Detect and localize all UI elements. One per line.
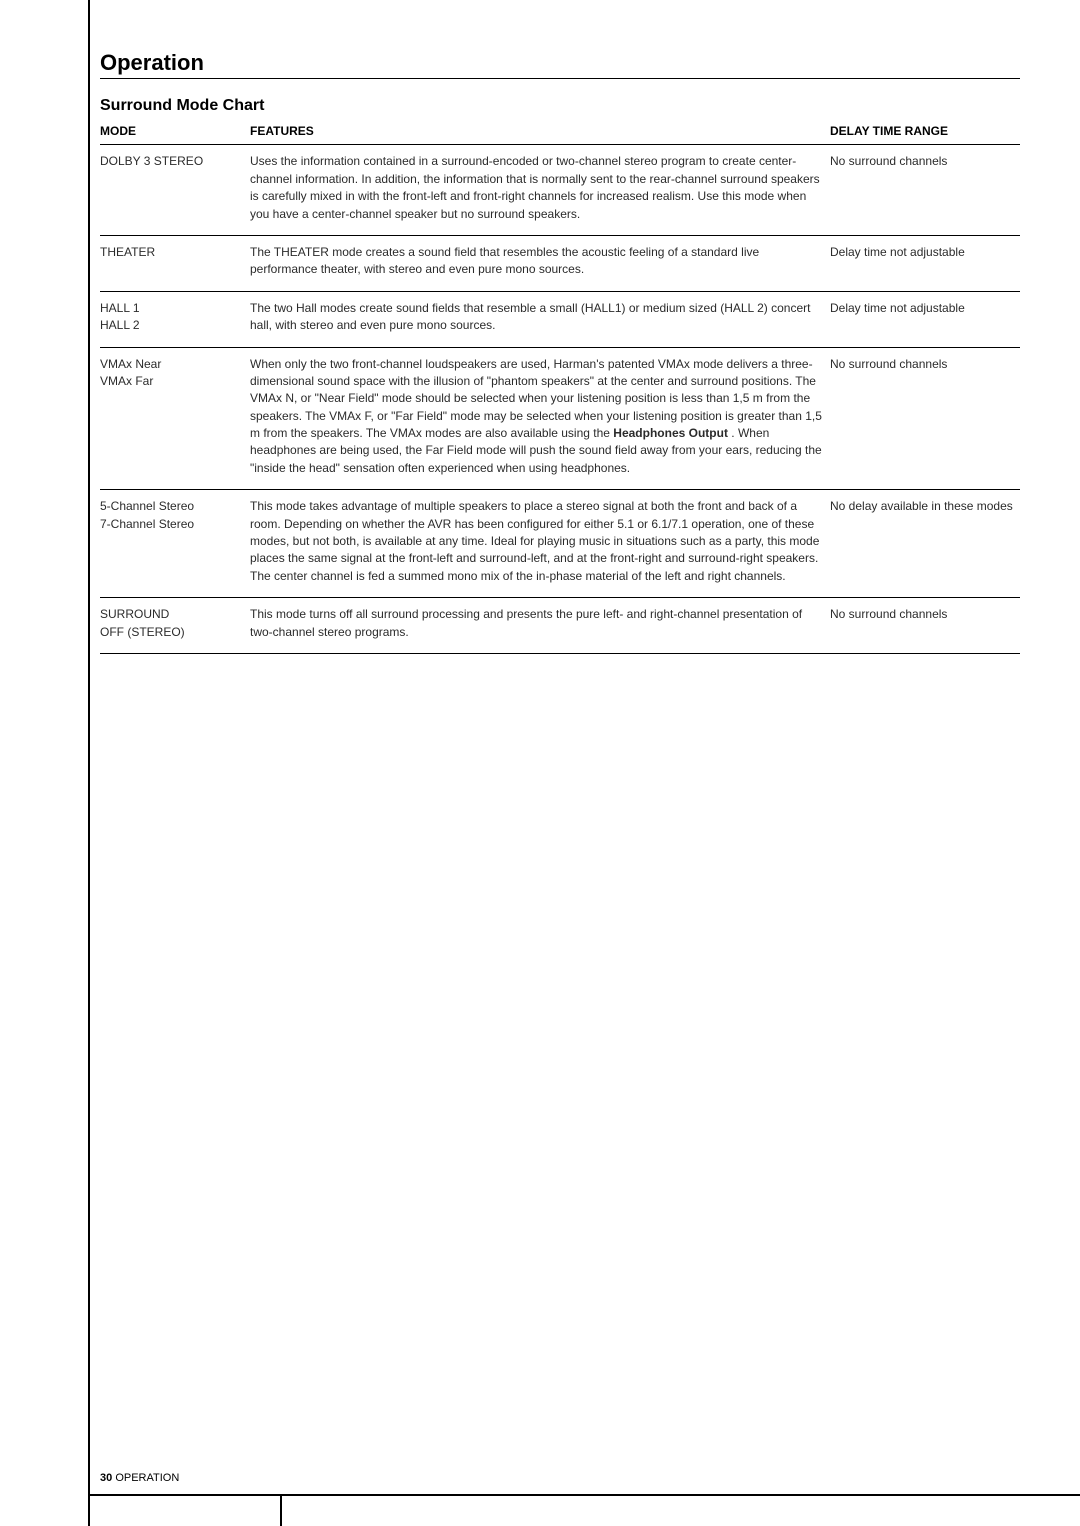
cell-delay: No surround channels: [830, 598, 1020, 654]
cell-mode: VMAx NearVMAx Far: [100, 347, 250, 490]
cell-delay: No surround channels: [830, 347, 1020, 490]
cell-mode: 5-Channel Stereo7-Channel Stereo: [100, 490, 250, 598]
footer-label: OPERATION: [115, 1472, 179, 1484]
table-row: 5-Channel Stereo7-Channel Stereo This mo…: [100, 490, 1020, 598]
cell-delay: Delay time not adjustable: [830, 291, 1020, 347]
cell-features: This mode turns off all surround process…: [250, 598, 830, 654]
section-title: Operation: [100, 50, 1020, 76]
cell-features: Uses the information contained in a surr…: [250, 145, 830, 236]
cell-delay: Delay time not adjustable: [830, 235, 1020, 291]
header-features: FEATURES: [250, 121, 830, 145]
cell-delay: No delay available in these modes: [830, 490, 1020, 598]
cell-mode: THEATER: [100, 235, 250, 291]
footer-stub: [280, 1496, 282, 1526]
title-rule: [100, 78, 1020, 79]
header-delay: DELAY TIME RANGE: [830, 121, 1020, 145]
cell-mode: SURROUNDOFF (STEREO): [100, 598, 250, 654]
footer-page-number: 30: [100, 1472, 112, 1484]
sub-title: Surround Mode Chart: [100, 97, 1020, 115]
cell-delay: No surround channels: [830, 145, 1020, 236]
footer-rule: [90, 1494, 1080, 1496]
table-header-row: MODE FEATURES DELAY TIME RANGE: [100, 121, 1020, 145]
cell-mode: HALL 1HALL 2: [100, 291, 250, 347]
table-row: SURROUNDOFF (STEREO) This mode turns off…: [100, 598, 1020, 654]
features-bold: Headphones Output: [613, 426, 728, 440]
table-row: VMAx NearVMAx Far When only the two fron…: [100, 347, 1020, 490]
table-row: HALL 1HALL 2 The two Hall modes create s…: [100, 291, 1020, 347]
table-row: DOLBY 3 STEREO Uses the information cont…: [100, 145, 1020, 236]
table-row: THEATER The THEATER mode creates a sound…: [100, 235, 1020, 291]
cell-mode: DOLBY 3 STEREO: [100, 145, 250, 236]
page-footer: 30 OPERATION: [100, 1472, 179, 1484]
cell-features: This mode takes advantage of multiple sp…: [250, 490, 830, 598]
cell-features: The two Hall modes create sound fields t…: [250, 291, 830, 347]
header-mode: MODE: [100, 121, 250, 145]
surround-mode-table: MODE FEATURES DELAY TIME RANGE DOLBY 3 S…: [100, 121, 1020, 654]
cell-features: When only the two front-channel loudspea…: [250, 347, 830, 490]
content-area: Operation Surround Mode Chart MODE FEATU…: [100, 50, 1020, 654]
left-rail: [0, 0, 90, 1526]
cell-features: The THEATER mode creates a sound field t…: [250, 235, 830, 291]
